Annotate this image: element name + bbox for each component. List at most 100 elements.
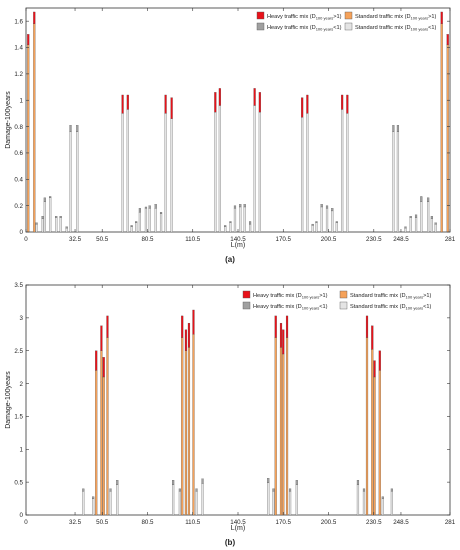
bar-standard-mix [414,217,418,233]
bar-heavy-mix [440,11,443,24]
legend-swatch-standard-gt1-a [344,11,353,20]
y-axis-label-b: Damage-100years [5,371,12,429]
bar-standard-mix [325,208,329,233]
bar-heavy-mix [378,350,381,371]
y-tick-label: 3.5 [14,282,23,289]
bar-standard-mix [195,491,198,516]
bar-heavy-mix [381,496,384,499]
bar-standard-mix [126,109,129,233]
legend-label-heavy-lt1-b: Heavy traffic mix (D100 years<1) [253,304,328,311]
bar-heavy-mix [414,214,418,218]
bar-heavy-mix [331,208,334,212]
bar-heavy-mix [373,360,376,378]
bar-heavy-mix [172,480,175,485]
x-tick-label: 50.5 [96,519,109,526]
bar-heavy-mix [341,94,344,110]
x-tick-label: 170.5 [276,519,292,526]
bar-standard-mix [201,483,204,516]
x-tick-label: 32.5 [69,519,82,526]
bar-standard-mix [76,131,79,233]
legend-label-heavy-gt1-b: Heavy traffic mix (D100 years>1) [253,293,328,300]
bar-heavy-mix [392,125,395,132]
bar-standard-mix [138,212,141,233]
bar-heavy-mix [138,208,141,213]
bar-heavy-mix [390,488,393,492]
bar-standard-mix [33,23,36,233]
x-tick-label: 140.5 [230,236,246,243]
bar-heavy-mix [288,488,292,492]
legend-swatch-standard-lt1-a [344,22,353,31]
bar-heavy-mix [282,329,285,355]
bar-heavy-mix [306,94,309,114]
bar-standard-mix [331,210,334,233]
panel-label-a: (a) [225,255,235,264]
bar-heavy-mix [229,221,232,223]
bar-heavy-mix [69,125,72,132]
y-tick-label: 1.2 [14,71,23,78]
bar-heavy-mix [121,94,124,114]
x-tick-label: 248.5 [393,236,409,243]
x-tick-label: 200.5 [321,236,337,243]
bar-standard-mix [144,208,148,233]
bar-heavy-mix [346,94,349,114]
bar-standard-mix [233,208,237,233]
legend-swatch-heavy-lt1-b [242,301,251,310]
y-tick-label: 1.4 [14,45,23,52]
panel-label-b: (b) [225,538,236,547]
y-ticks-a: 0 0.2 0.4 0.6 0.8 1 1.2 1.4 1.6 [14,18,450,236]
legend-label-standard-gt1-a: Standard traffic mix (D100 years>1) [355,14,437,21]
bar-standard-mix [135,222,138,233]
y-ticks-b: 0 0.5 1 1.5 2 2.5 3 3.5 [14,282,450,519]
bar-standard-mix [396,131,400,233]
bar-standard-mix [69,131,72,233]
bar-standard-mix [102,376,105,516]
bar-standard-mix [170,118,173,233]
bar-standard-mix [315,222,318,233]
bar-standard-mix [49,197,52,233]
bar-heavy-mix [434,222,437,225]
y-tick-label: 3 [20,315,24,322]
bar-heavy-mix [144,206,148,209]
bar-standard-mix [92,498,95,516]
bar-heavy-mix [409,216,412,218]
bar-standard-mix [409,217,412,233]
bar-standard-mix [427,201,430,233]
bar-heavy-mix [320,204,323,208]
bar-heavy-mix [100,325,103,351]
panel-b: 0 0.5 1 1.5 2 2.5 3 3.5 0 32.5 50.5 80.5 110.5 140.5… [5,282,456,547]
bar-heavy-mix [82,488,85,492]
bar-heavy-mix [295,480,298,485]
bar-heavy-mix [272,488,275,492]
bar-heavy-mix [95,350,98,371]
bar-standard-mix [373,376,376,516]
bar-heavy-mix [126,94,129,110]
y-tick-label: 0 [20,229,24,236]
bar-standard-mix [362,491,366,516]
bar-heavy-mix [178,488,181,492]
bar-heavy-mix [396,125,400,132]
y-tick-label: 2 [20,381,24,388]
bar-standard-mix [306,113,309,233]
bar-standard-mix [279,347,283,516]
bar-standard-mix [187,347,191,516]
bar-standard-mix [178,491,181,516]
bar-standard-mix [27,44,30,233]
bar-standard-mix [65,227,68,233]
bar-standard-mix [82,491,85,516]
bar-heavy-mix [102,357,105,378]
legend-label-standard-lt1-b: Standard traffic mix (D100 years<1) [350,304,432,311]
bar-heavy-mix [159,212,163,214]
bar-standard-mix [346,113,349,233]
bar-standard-mix [159,213,163,233]
bar-heavy-mix [420,196,423,202]
y-tick-label: 0.2 [14,203,23,210]
bar-heavy-mix [59,216,62,218]
bar-standard-mix [371,349,374,516]
x-tick-label: 0 [24,519,28,526]
x-tick-label: 80.5 [141,519,154,526]
bar-standard-mix [181,337,184,516]
x-ticks-b: 0 32.5 50.5 80.5 110.5 140.5 170.5 200.5 230.5 24… [24,285,456,526]
bar-standard-mix [356,484,360,516]
legend-b: Heavy traffic mix (D100 years>1) Standar… [242,290,432,311]
